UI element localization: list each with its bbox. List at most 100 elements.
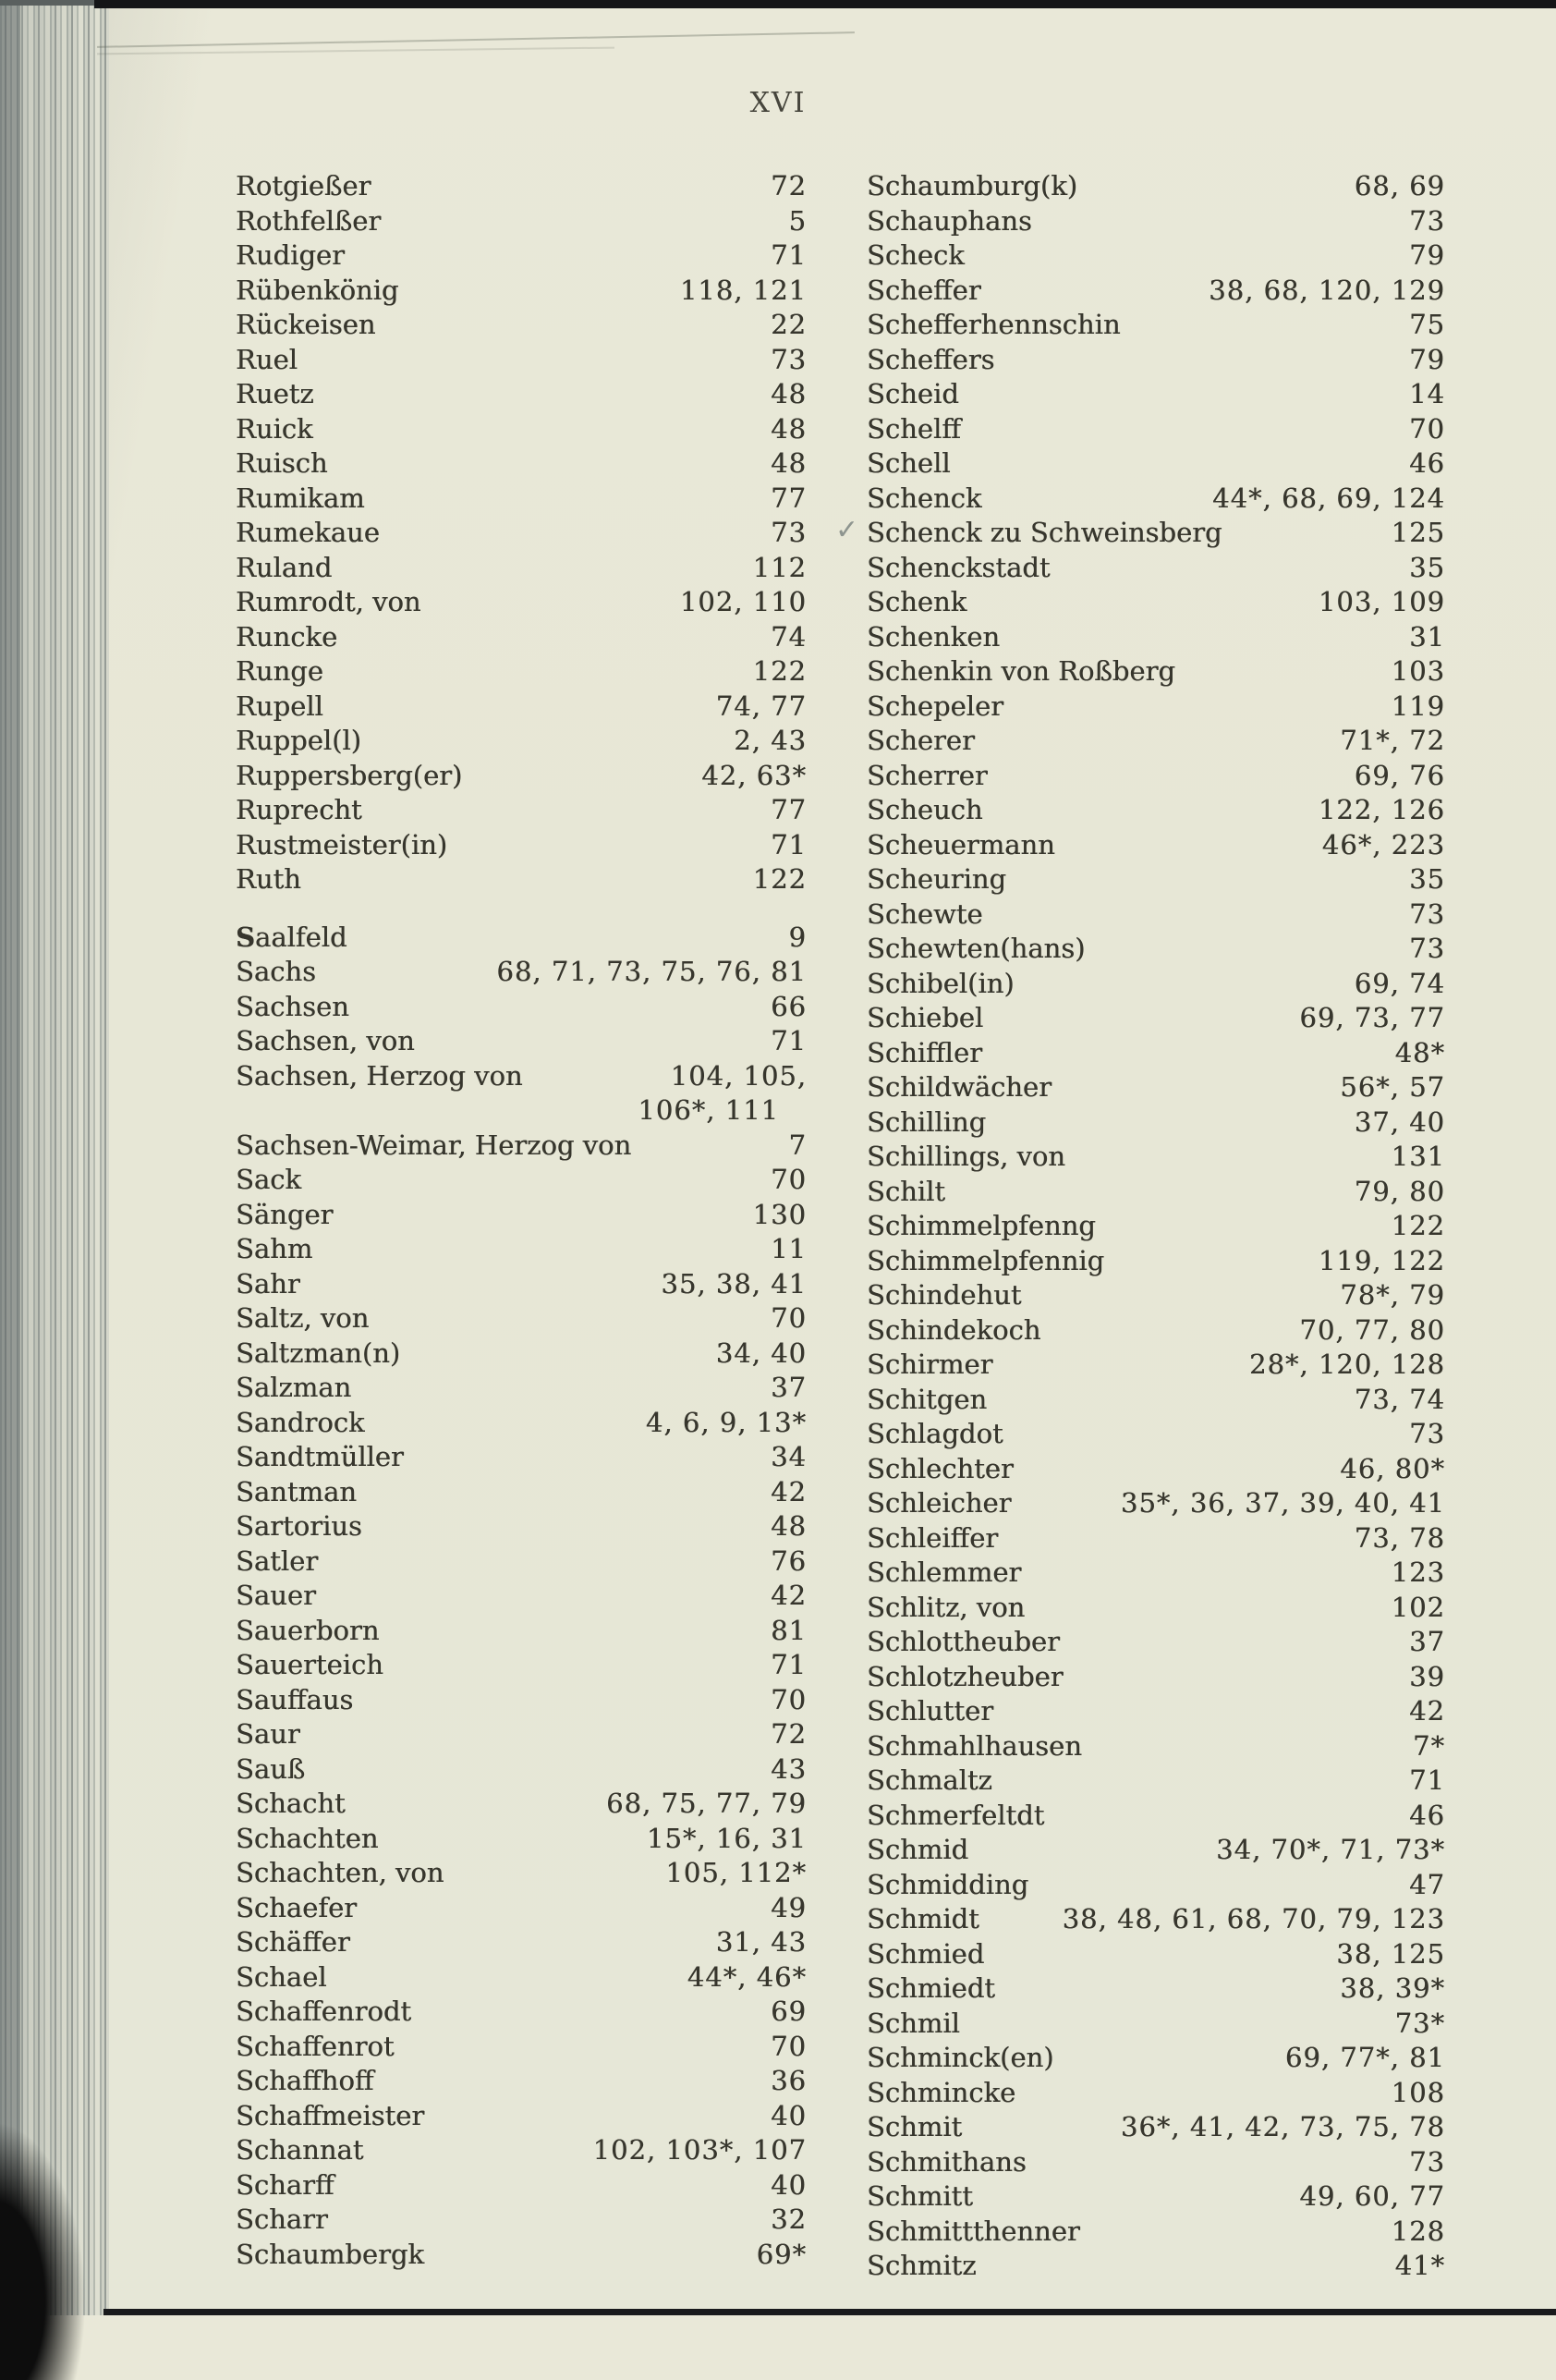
entry-name: Schefferhennschin xyxy=(867,309,1121,340)
entry-pages: 41* xyxy=(1394,2250,1445,2281)
entry-name: Scheuring xyxy=(867,863,1007,895)
entry-name: Scheuermann xyxy=(867,828,1055,860)
index-entry: Schiebel 69, 73, 77 xyxy=(867,1001,1445,1036)
entry-pages: 123 xyxy=(1391,1556,1445,1588)
entry-pages: 69, 74 xyxy=(1354,967,1445,999)
entry-pages: 42, 63* xyxy=(701,759,807,791)
entry-name: Runcke xyxy=(236,620,338,653)
entry-name: Schmithans xyxy=(867,2145,1027,2178)
entry-pages: 102 xyxy=(1391,1591,1445,1623)
index-entry: Sandtmüller 34 xyxy=(236,1440,807,1475)
index-entry: Rothfelßer 5 xyxy=(236,204,807,239)
entry-pages: 103 xyxy=(1391,655,1445,687)
entry-name: Schmincke xyxy=(867,2076,1016,2108)
index-entry: Schlechter 46, 80* xyxy=(867,1452,1445,1487)
index-entry: Schleicher 35*, 36, 37, 39, 40, 41 xyxy=(867,1486,1445,1521)
index-entry: Schmitz 41* xyxy=(867,2249,1445,2284)
entry-pages: 4, 6, 9, 13* xyxy=(645,1406,807,1438)
entry-name: Schilt xyxy=(867,1175,945,1207)
entry-name: Sartorius xyxy=(236,1510,362,1542)
entry-name: Scharff xyxy=(236,2168,334,2201)
index-entry: Schannat 102, 103*, 107 xyxy=(236,2133,807,2168)
index-entry: Runcke 74 xyxy=(236,620,807,655)
scanned-page-background xyxy=(0,0,1556,2315)
entry-pages: 15*, 16, 31 xyxy=(646,1822,807,1854)
entry-name: Schiffler xyxy=(867,1036,982,1068)
index-entry: Schaumbergk 69* xyxy=(236,2238,807,2273)
entry-pages: 34, 70*, 71, 73* xyxy=(1216,1834,1445,1865)
index-entry: Satler 76 xyxy=(236,1544,807,1580)
entry-name: Saltz, von xyxy=(236,1302,370,1334)
entry-name: Scheffers xyxy=(867,343,995,375)
entry-pages: 46 xyxy=(1409,447,1445,479)
entry-pages: 119 xyxy=(1391,690,1445,722)
index-entry: Rumikam 77 xyxy=(236,482,807,517)
index-entry: Schenken 31 xyxy=(867,620,1445,655)
index-entry: Ruppel(l) 2, 43 xyxy=(236,724,807,759)
entry-pages: 14 xyxy=(1409,378,1445,409)
index-entry: Schachten 15*, 16, 31 xyxy=(236,1822,807,1857)
entry-pages: 81 xyxy=(771,1614,807,1646)
pencil-checkmark-icon: ✓ xyxy=(835,514,859,546)
entry-name: Schäffer xyxy=(236,1926,350,1958)
entry-name: Schenken xyxy=(867,620,1001,653)
index-entry: Rotgießer 72 xyxy=(236,169,807,204)
index-entry: Schindekoch 70, 77, 80 xyxy=(867,1313,1445,1349)
entry-name: Schewte xyxy=(867,897,983,930)
entry-name: Rumikam xyxy=(236,482,365,514)
entry-name: Schlitz, von xyxy=(867,1591,1026,1623)
index-entry: Schlitz, von 102 xyxy=(867,1591,1445,1626)
index-entry: Schilt 79, 80 xyxy=(867,1175,1445,1210)
index-entry: Ruland 112 xyxy=(236,551,807,586)
index-entry: Scherrer 69, 76 xyxy=(867,759,1445,794)
entry-pages: 35, 38, 41 xyxy=(661,1267,807,1300)
entry-name: Schacht xyxy=(236,1788,346,1819)
index-entry: Sachsen, von 71 xyxy=(236,1024,807,1059)
entry-pages: 122 xyxy=(752,863,807,895)
index-entry: Schmiedt 38, 39* xyxy=(867,1971,1445,2007)
entry-name: Schindekoch xyxy=(867,1313,1041,1346)
entry-name: Ruland xyxy=(236,551,333,583)
entry-name: Schenck xyxy=(867,482,982,514)
index-entry: Schlemmer 123 xyxy=(867,1556,1445,1591)
index-entry: Schaffmeister 40 xyxy=(236,2099,807,2134)
index-entry: Schmidt 38, 48, 61, 68, 70, 79, 123 xyxy=(867,1902,1445,1937)
entry-name: Rumrodt, von xyxy=(236,586,421,617)
index-entry: Schlottheuber 37 xyxy=(867,1625,1445,1660)
entry-pages: 75 xyxy=(1409,309,1445,340)
entry-pages: 122 xyxy=(1391,1210,1445,1241)
entry-name: Schleicher xyxy=(867,1487,1012,1519)
entry-name: Rudiger xyxy=(236,239,345,271)
entry-pages: 68, 75, 77, 79 xyxy=(606,1788,807,1819)
entry-name: Satler xyxy=(236,1544,319,1577)
entry-name: Ruisch xyxy=(236,447,328,479)
index-entry: Schmerfeltdt 46 xyxy=(867,1799,1445,1834)
entry-name: Schannat xyxy=(236,2134,364,2166)
entry-pages: 71 xyxy=(771,828,807,860)
index-entry: Schaffhoff 36 xyxy=(236,2064,807,2099)
entry-pages: 2, 43 xyxy=(734,725,807,756)
entry-name: Sandtmüller xyxy=(236,1441,404,1472)
entry-pages: 104, 105, xyxy=(670,1059,807,1092)
entry-name: Sauerborn xyxy=(236,1614,380,1646)
entry-pages: 35 xyxy=(1409,863,1445,895)
index-entry: Schmid 34, 70*, 71, 73* xyxy=(867,1833,1445,1868)
entry-pages: 70 xyxy=(771,1164,807,1195)
entry-name: Schelff xyxy=(867,412,961,445)
entry-pages: 73 xyxy=(1409,204,1445,237)
index-entry: Schewte 73 xyxy=(867,897,1445,933)
entry-name: Ruprecht xyxy=(236,794,362,825)
entry-name: Schachten, von xyxy=(236,1857,444,1888)
entry-pages: 119, 122 xyxy=(1318,1244,1445,1276)
entry-name: Schillings, von xyxy=(867,1141,1065,1172)
entry-name: Schmit xyxy=(867,2111,963,2142)
entry-pages: 48 xyxy=(771,412,807,445)
index-entry: Ruth 122 xyxy=(236,862,807,897)
entry-pages: 73 xyxy=(1409,1418,1445,1449)
entry-pages: 125 xyxy=(1391,517,1445,548)
index-entry: Schmahlhausen 7* xyxy=(867,1729,1445,1764)
entry-pages: 73 xyxy=(771,343,807,375)
index-entry: Schitgen 73, 74 xyxy=(867,1383,1445,1418)
index-entry: Schimmelpfenng 122 xyxy=(867,1209,1445,1244)
entry-name: Schmittthenner xyxy=(867,2215,1080,2247)
